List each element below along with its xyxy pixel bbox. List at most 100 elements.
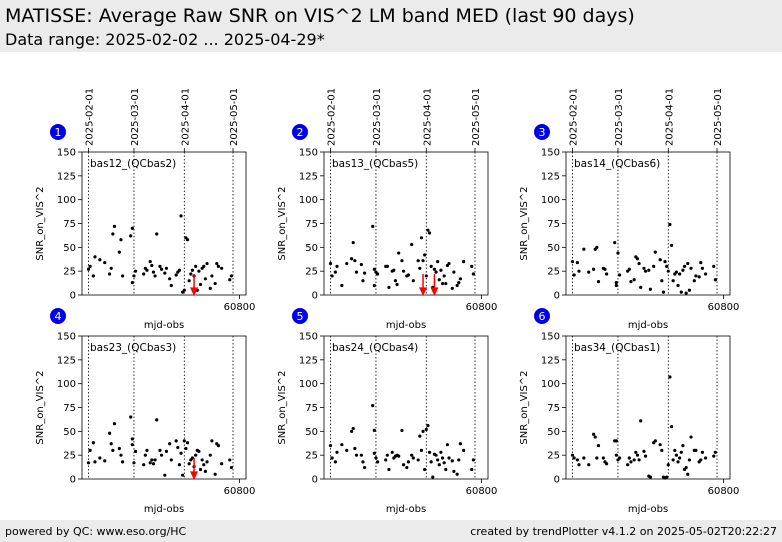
plot-frame: [323, 151, 489, 296]
data-point: [109, 442, 113, 446]
data-point: [200, 458, 204, 462]
data-point: [375, 460, 380, 464]
y-tick-label: 75: [63, 403, 76, 414]
data-point: [205, 460, 209, 464]
data-point: [202, 264, 206, 268]
data-point: [164, 266, 169, 270]
y-tick-label: 25: [547, 267, 560, 278]
data-point: [471, 458, 475, 462]
data-point: [158, 448, 162, 452]
data-point: [629, 280, 633, 284]
data-point: [678, 456, 682, 460]
data-point: [220, 266, 224, 270]
y-tick-label: 0: [312, 475, 318, 486]
data-point: [660, 448, 664, 452]
date-tick-label: 2025-04-01: [422, 88, 433, 146]
data-point: [626, 463, 630, 467]
data-point: [470, 264, 474, 268]
data-point: [457, 281, 461, 285]
data-point: [652, 264, 656, 268]
data-point: [328, 444, 333, 448]
y-tick-label: 0: [554, 475, 560, 486]
data-point: [190, 456, 195, 460]
y-tick-label: 150: [299, 148, 318, 159]
data-point: [229, 465, 233, 470]
date-tick-label: 2025-04-01: [664, 88, 675, 146]
panel-label: bas14_(QCbas6): [574, 158, 660, 170]
data-point: [359, 453, 363, 457]
data-point: [169, 283, 173, 288]
data-point: [577, 463, 581, 467]
data-point: [109, 266, 113, 270]
data-point: [440, 281, 445, 286]
data-point: [614, 453, 618, 457]
footer-bar: powered by QC: www.eso.org/HC created by…: [0, 520, 782, 542]
data-point: [674, 453, 679, 457]
data-point: [148, 461, 152, 465]
data-point: [429, 460, 433, 464]
chart-panel-5: 0 25 50 75 100 125 150 60800 mjd-obs SNR_on_VIS^2…: [277, 308, 497, 515]
data-point: [447, 261, 451, 266]
y-tick-label: 150: [57, 148, 76, 159]
data-point: [592, 432, 596, 436]
data-point: [159, 453, 164, 457]
y-tick-label: 25: [63, 267, 76, 278]
panel-label: bas23_(QCbas3): [90, 342, 176, 354]
data-point: [198, 282, 203, 287]
y-axis-label: SNR_on_VIS^2: [35, 186, 46, 260]
x-tick-label: 60800: [708, 302, 740, 313]
arrow-head: [190, 471, 199, 480]
badge-circle: [50, 308, 66, 324]
data-point: [393, 279, 398, 283]
data-point: [108, 431, 112, 435]
data-point: [671, 458, 675, 462]
data-point: [372, 283, 376, 288]
data-point: [669, 243, 674, 248]
data-point: [419, 448, 424, 452]
data-point: [681, 268, 685, 272]
data-point: [471, 272, 475, 276]
data-point: [432, 267, 437, 271]
data-point: [444, 467, 448, 472]
data-point: [595, 456, 599, 460]
plot-frame: [81, 335, 247, 480]
data-point: [215, 261, 219, 266]
y-axis-label: SNR_on_VIS^2: [35, 370, 46, 444]
date-tick-label: 2025-05-01: [713, 88, 724, 146]
data-point: [421, 259, 425, 263]
data-point: [400, 259, 404, 263]
data-point: [455, 283, 459, 288]
data-point: [674, 270, 679, 274]
data-point: [687, 458, 692, 462]
data-point: [436, 260, 440, 264]
data-point: [643, 269, 648, 273]
data-point: [401, 463, 406, 467]
data-point: [345, 261, 349, 266]
data-point: [88, 264, 92, 268]
data-point: [663, 260, 667, 264]
data-point: [390, 450, 394, 454]
y-tick-label: 125: [541, 171, 560, 182]
data-point: [418, 434, 422, 438]
data-point: [700, 266, 704, 270]
x-axis-label: mjd-obs: [144, 504, 184, 515]
data-point: [582, 247, 586, 251]
data-point: [458, 442, 462, 446]
y-tick-label: 125: [299, 355, 318, 366]
data-point: [361, 460, 365, 464]
data-point: [678, 272, 682, 276]
y-tick-label: 125: [299, 171, 318, 182]
data-point: [601, 456, 605, 460]
data-point: [351, 426, 355, 431]
data-point: [103, 260, 107, 265]
panel-label: bas12_(QCbas2): [90, 158, 176, 170]
y-axis-label: SNR_on_VIS^2: [277, 370, 288, 444]
data-point: [637, 261, 641, 266]
data-point: [632, 458, 636, 462]
data-point: [572, 456, 576, 460]
y-tick-label: 75: [547, 219, 560, 230]
data-point: [93, 460, 97, 464]
data-point: [177, 268, 182, 272]
data-point: [436, 458, 440, 462]
data-point: [132, 274, 136, 278]
